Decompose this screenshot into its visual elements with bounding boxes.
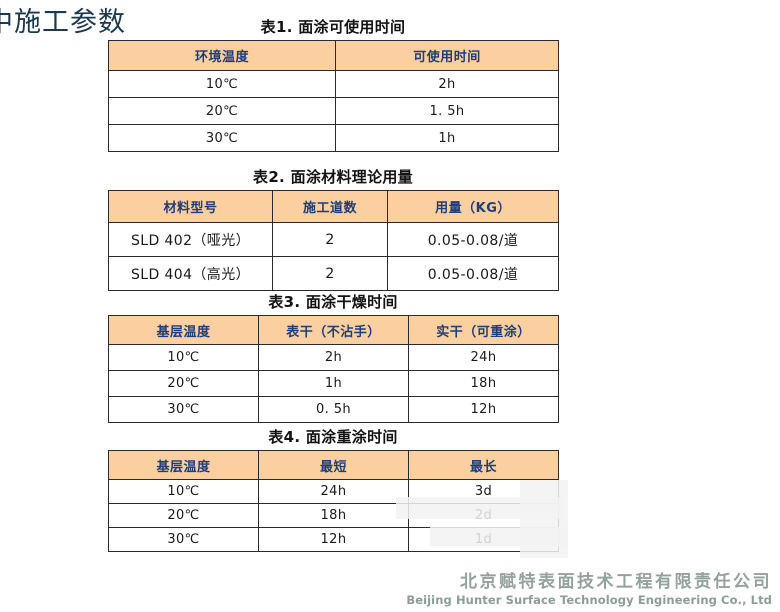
table-cell: 10℃ [108,479,259,504]
column-header: 表干（不沾手） [258,315,409,345]
company-name-en: Beijing Hunter Surface Technology Engine… [406,593,772,607]
column-header: 最长 [408,450,559,480]
table-cell: 12h [408,396,559,423]
column-header: 基层温度 [108,450,259,480]
table-row: 20℃ 18h 2d [108,503,559,528]
table-header-row: 环境温度 可使用时间 [108,40,559,71]
column-header: 用量（KG） [387,190,559,223]
table-cell: 2 [272,222,388,257]
table-cell: SLD 402（哑光） [108,222,273,257]
table-caption-2: 表2. 面涂材料理论用量 [253,168,413,186]
table-row: SLD 402（哑光） 2 0.05-0.08/道 [108,222,559,257]
table-header-row: 基层温度 最短 最长 [108,450,559,480]
table-cell: 30℃ [108,527,259,552]
table-cell: 20℃ [108,503,259,528]
column-header: 环境温度 [108,40,336,71]
table-row: SLD 404（高光） 2 0.05-0.08/道 [108,256,559,291]
page-title: 中施工参数 [0,7,126,38]
table-cell: 2h [258,344,409,371]
param-table-1: 环境温度 可使用时间 10℃ 2h 20℃ 1. 5h 30℃ 1h [108,40,559,152]
table-cell: 0.05-0.08/道 [387,256,559,291]
table-cell: 2 [272,256,388,291]
table-cell: 2h [335,70,559,98]
table-caption-4: 表4. 面涂重涂时间 [268,428,398,446]
table-header-row: 材料型号 施工道数 用量（KG） [108,190,559,223]
table-cell: 30℃ [108,396,259,423]
table-block-1: 表1. 面涂可使用时间 环境温度 可使用时间 10℃ 2h 20℃ 1. 5h … [108,18,559,152]
table-block-4: 表4. 面涂重涂时间 基层温度 最短 最长 10℃ 24h 3d 20℃ 18h… [108,428,559,552]
table-block-3: 表3. 面涂干燥时间 基层温度 表干（不沾手） 实干（可重涂） 10℃ 2h 2… [108,293,559,423]
table-cell: 30℃ [108,124,336,152]
table-row: 10℃ 24h 3d [108,479,559,504]
table-row: 20℃ 1. 5h [108,97,559,125]
column-header: 基层温度 [108,315,259,345]
table-caption-1: 表1. 面涂可使用时间 [260,18,406,36]
param-table-2: 材料型号 施工道数 用量（KG） SLD 402（哑光） 2 0.05-0.08… [108,190,559,291]
table-cell: 1. 5h [335,97,559,125]
table-row: 30℃ 1h [108,124,559,152]
company-name-cn: 北京赋特表面技术工程有限责任公司 [460,572,772,592]
column-header: 可使用时间 [335,40,559,71]
table-cell: 20℃ [108,370,259,397]
table-cell: 1h [335,124,559,152]
table-cell: 10℃ [108,344,259,371]
table-row: 10℃ 2h 24h [108,344,559,371]
company-footer: 北京赋特表面技术工程有限责任公司 Beijing Hunter Surface … [406,572,772,608]
table-block-2: 表2. 面涂材料理论用量 材料型号 施工道数 用量（KG） SLD 402（哑光… [108,168,559,291]
column-header: 材料型号 [108,190,273,223]
table-cell: 12h [258,527,409,552]
table-cell: 1h [258,370,409,397]
table-cell: 1d [408,527,559,552]
table-cell: 18h [408,370,559,397]
param-table-3: 基层温度 表干（不沾手） 实干（可重涂） 10℃ 2h 24h 20℃ 1h 1… [108,315,559,423]
table-caption-3: 表3. 面涂干燥时间 [268,293,398,311]
table-cell: 2d [408,503,559,528]
table-cell: 20℃ [108,97,336,125]
table-header-row: 基层温度 表干（不沾手） 实干（可重涂） [108,315,559,345]
table-cell: 24h [258,479,409,504]
table-row: 30℃ 12h 1d [108,527,559,552]
table-cell: SLD 404（高光） [108,256,273,291]
column-header: 最短 [258,450,409,480]
table-cell: 10℃ [108,70,336,98]
table-row: 30℃ 0. 5h 12h [108,396,559,423]
param-table-4: 基层温度 最短 最长 10℃ 24h 3d 20℃ 18h 2d 30℃ 12h… [108,450,559,552]
table-cell: 0. 5h [258,396,409,423]
table-cell: 18h [258,503,409,528]
table-cell: 0.05-0.08/道 [387,222,559,257]
column-header: 施工道数 [272,190,388,223]
table-row: 20℃ 1h 18h [108,370,559,397]
column-header: 实干（可重涂） [408,315,559,345]
table-row: 10℃ 2h [108,70,559,98]
table-cell: 3d [408,479,559,504]
table-cell: 24h [408,344,559,371]
